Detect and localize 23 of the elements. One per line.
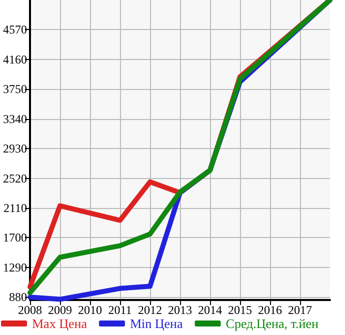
legend-label: Сред.Цена, т.йен [226,316,318,331]
x-tick-label: 2013 [168,303,192,317]
x-tick-label: 2012 [138,303,162,317]
x-tick-label: 2015 [228,303,252,317]
x-tick-label: 2014 [198,303,222,317]
legend-label: Max Цена [32,316,88,331]
y-tick-label: 4570 [3,22,27,37]
y-tick-label: 2110 [3,200,27,215]
x-tick-label: 2017 [288,303,312,317]
y-tick-label: 3340 [3,112,27,126]
x-tick-label: 2010 [78,303,102,317]
y-tick-label: 3750 [3,82,27,96]
y-tick-label: 1290 [3,260,27,274]
y-tick-label: 4160 [3,52,27,66]
legend-label: Min Цена [130,316,183,331]
y-tick-label: 2520 [3,171,27,186]
y-tick-label: 1700 [3,230,27,245]
x-tick-label: 2016 [258,303,282,317]
x-tick-label: 2008 [18,303,42,317]
x-tick-label: 2011 [108,303,132,317]
y-tick-label: 880 [9,290,27,304]
x-tick-label: 2009 [48,303,72,317]
y-tick-label: 2930 [3,142,27,156]
